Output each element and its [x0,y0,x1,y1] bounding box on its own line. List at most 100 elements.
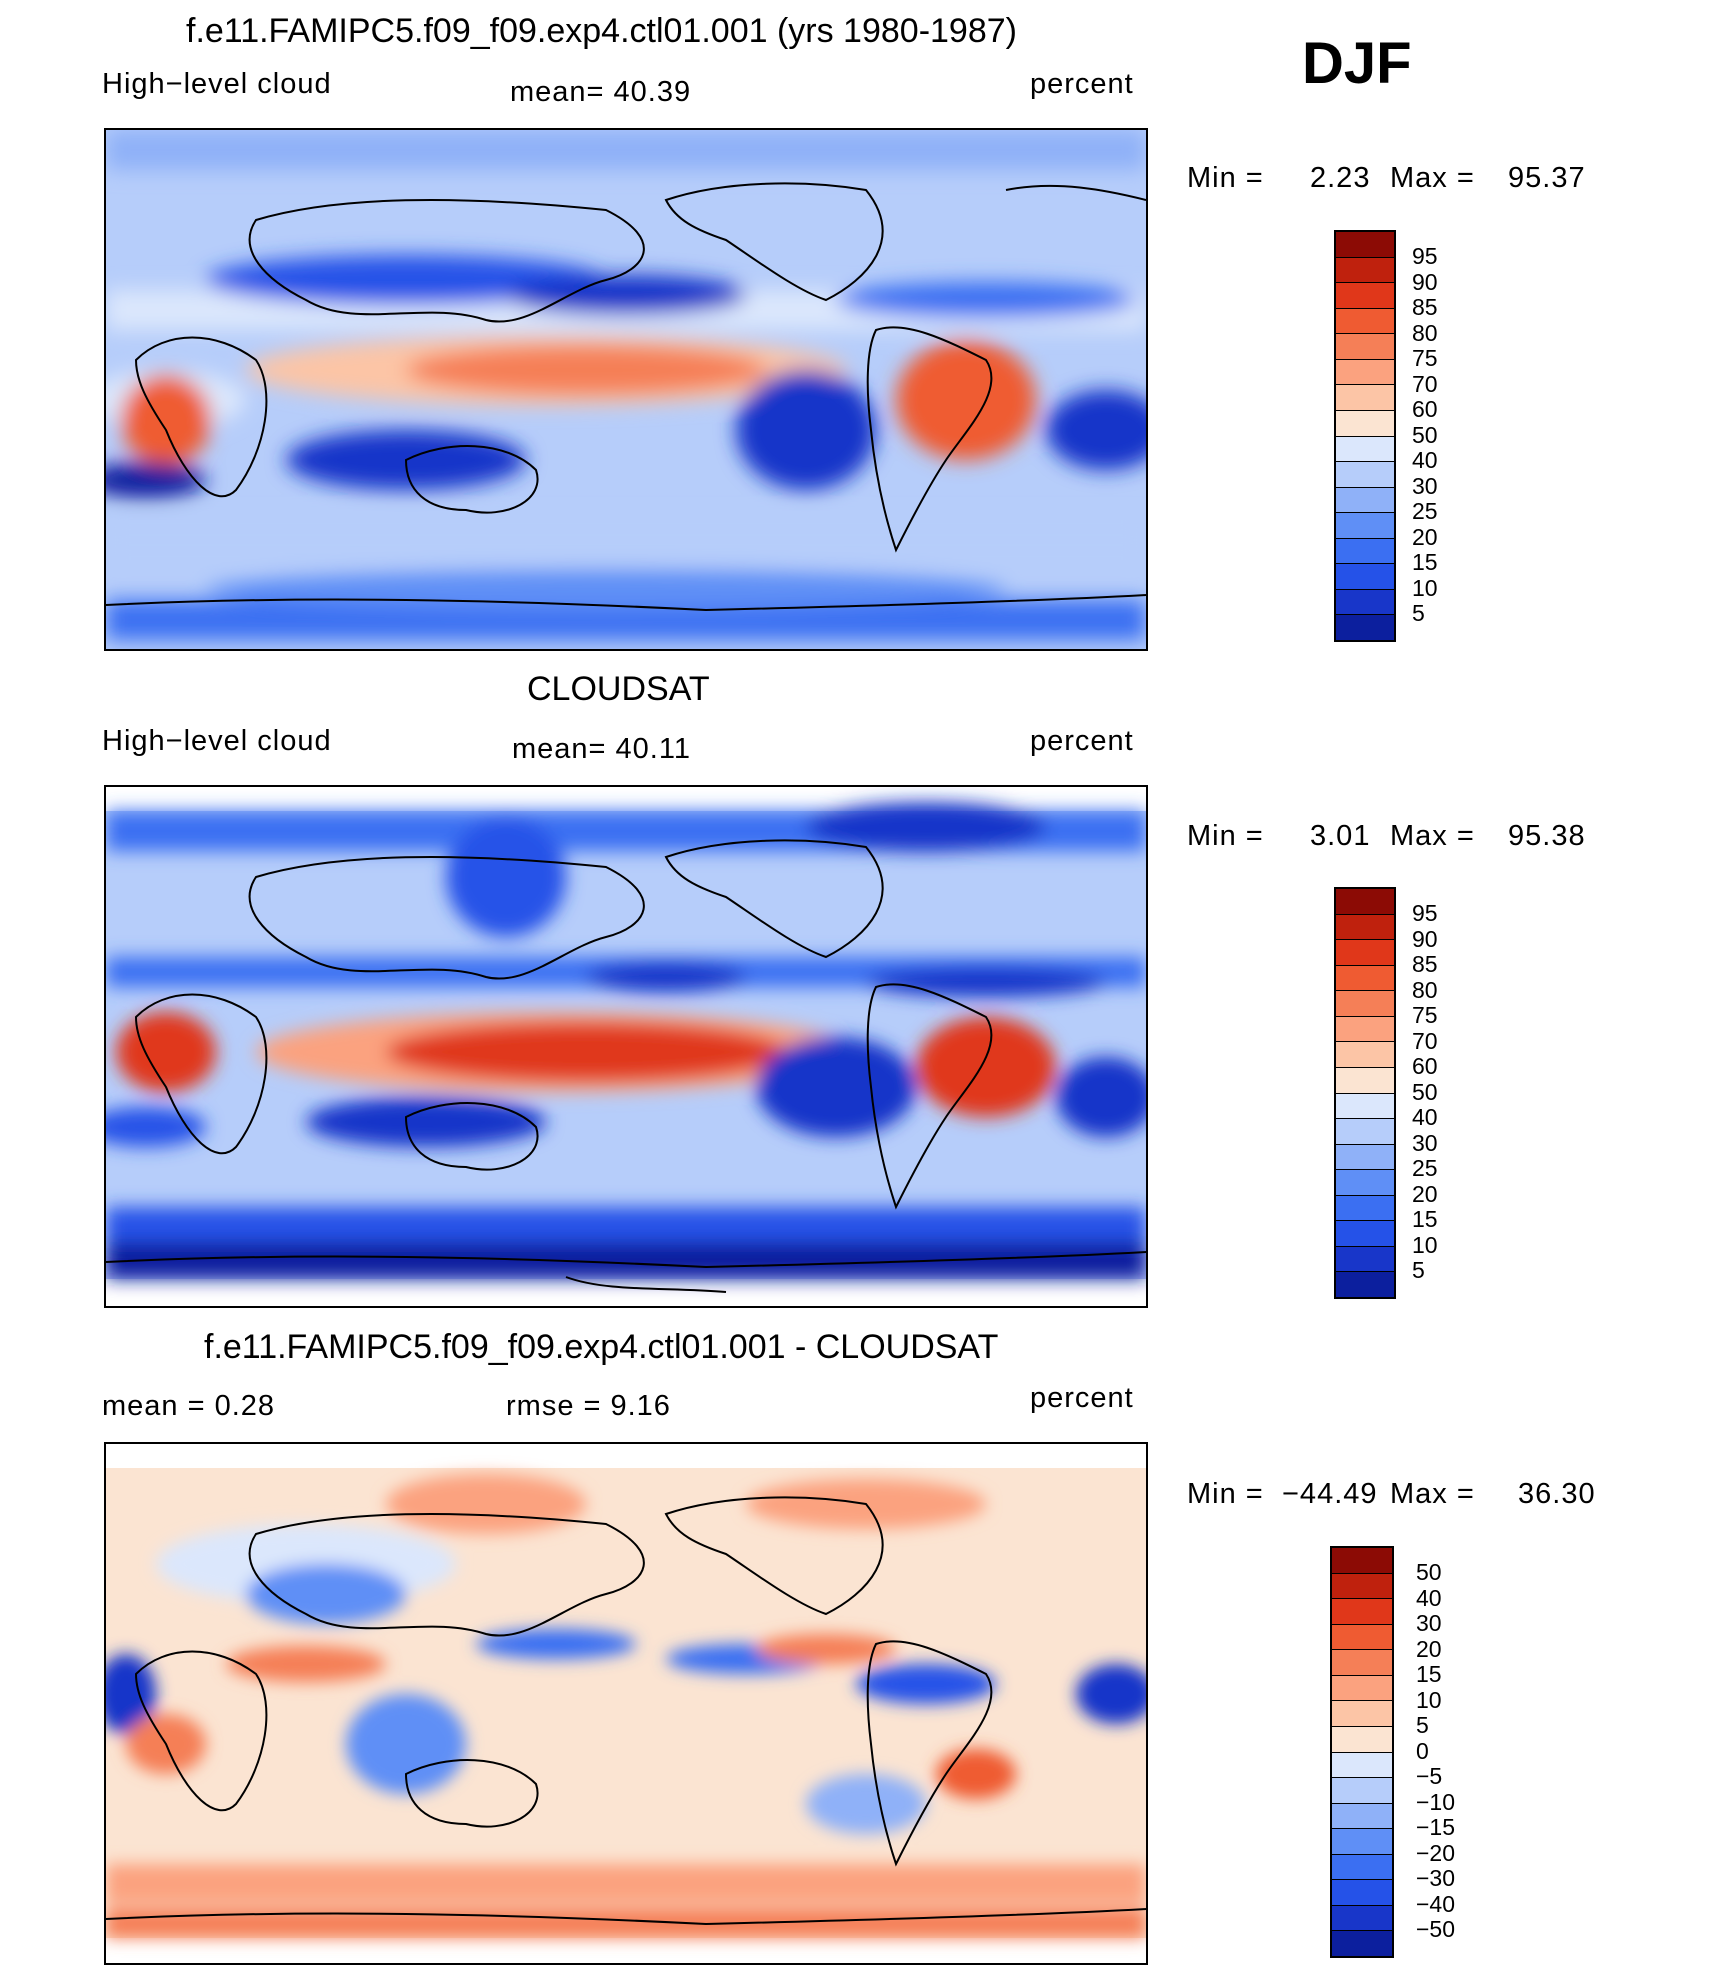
panel-2-tick: 95 [1412,900,1438,926]
panel-2-max-label: Max = [1390,820,1475,852]
panel-2-swatch [1336,1194,1394,1221]
panel-3-map [104,1442,1148,1965]
panel-3-swatch [1332,1777,1392,1803]
panel-2-swatch [1336,1092,1394,1119]
panel-1-tick: 5 [1412,600,1425,626]
panel-3-tick: 30 [1416,1610,1442,1636]
panel-1-swatch [1336,588,1394,615]
panel-3-max-label: Max = [1390,1478,1475,1510]
panel-3-min-value: −44.49 [1282,1478,1378,1510]
panel-1-swatch [1336,256,1394,283]
panel-1-swatch [1336,435,1394,462]
panel-2-tick: 60 [1412,1053,1438,1079]
panel-1-tick: 70 [1412,371,1438,397]
panel-2-swatch [1336,964,1394,991]
panel-3-tick: 5 [1416,1712,1429,1738]
panel-3-tick: 20 [1416,1636,1442,1662]
panel-2-tick: 25 [1412,1155,1438,1181]
panel-2-tick: 70 [1412,1028,1438,1054]
panel-3-mean-label: mean = 0.28 [102,1390,276,1422]
panel-3-swatch [1332,1930,1392,1956]
panel-3-swatch [1332,1904,1392,1931]
panel-1-swatch [1336,563,1394,589]
panel-3-max-value: 36.30 [1518,1478,1596,1510]
panel-2-tick: 5 [1412,1257,1425,1283]
panel-3-swatch [1332,1623,1392,1650]
panel-1-min-label: Min = [1187,162,1264,194]
panel-1-tick: 40 [1412,447,1438,473]
panel-3-swatch [1332,1598,1392,1624]
panel-2-max-value: 95.38 [1508,820,1586,852]
panel-2-swatch [1336,1118,1394,1144]
panel-2-mean-label: mean= 40.11 [512,733,691,765]
panel-1-swatch [1336,282,1394,308]
panel-1-title: f.e11.FAMIPC5.f09_f09.exp4.ctl01.001 (yr… [186,12,1017,50]
panel-1-tick: 20 [1412,524,1438,550]
panel-3-swatch [1332,1572,1392,1599]
panel-1-swatch [1336,384,1394,410]
panel-2-tick: 85 [1412,951,1438,977]
season-label: DJF [1302,31,1412,96]
panel-3-tick: 40 [1416,1585,1442,1611]
panel-3-rmse-label: rmse = 9.16 [506,1390,671,1422]
panel-2-tick: 40 [1412,1104,1438,1130]
panel-2-swatch [1336,1041,1394,1067]
panel-2-min-value: 3.01 [1310,820,1371,852]
panel-2-tick: 10 [1412,1232,1438,1258]
panel-3-swatch [1332,1828,1392,1854]
panel-3-swatch [1332,1751,1392,1778]
panel-1-min-value: 2.23 [1310,162,1371,194]
panel-2-swatch [1336,1220,1394,1246]
panel-3-swatch [1332,1674,1392,1701]
panel-1-swatch [1336,358,1394,385]
panel-1-mean-label: mean= 40.39 [510,76,692,108]
panel-3-tick: 10 [1416,1687,1442,1713]
panel-1-map-field [106,130,1146,649]
panel-2-map [104,785,1148,1308]
panel-1-tick: 25 [1412,498,1438,524]
panel-1-units-label: percent [1030,68,1134,100]
panel-1-tick: 15 [1412,549,1438,575]
panel-1-max-label: Max = [1390,162,1475,194]
panel-3-coastlines [106,1496,1146,1926]
panel-1-variable-label: High−level cloud [102,68,332,100]
panel-1-swatch [1336,512,1394,538]
panel-2-swatch [1336,990,1394,1016]
panel-2-tick: 15 [1412,1206,1438,1232]
panel-3-tick: −30 [1416,1865,1456,1891]
panel-3-swatch [1332,1700,1392,1726]
panel-2-swatch [1336,1066,1394,1093]
panel-1-tick: 80 [1412,320,1438,346]
panel-2-coastlines [106,839,1146,1293]
panel-2-swatch [1336,1015,1394,1042]
panel-1-tick: 50 [1412,422,1438,448]
panel-2-swatch [1336,1271,1394,1297]
panel-1-tick: 75 [1412,345,1438,371]
panel-3-swatch [1332,1879,1392,1905]
panel-3-tick: −40 [1416,1891,1456,1917]
panel-1-map [104,128,1148,651]
panel-3-tick: −50 [1416,1916,1456,1942]
panel-3-tick: −5 [1416,1763,1443,1789]
panel-3-tick: −15 [1416,1814,1456,1840]
panel-3-tick: −10 [1416,1789,1456,1815]
panel-1-tick: 95 [1412,243,1438,269]
panel-3-tick: 15 [1416,1661,1442,1687]
panel-2-swatch [1336,1169,1394,1195]
panel-1-swatch [1336,461,1394,487]
panel-3-units-label: percent [1030,1382,1134,1414]
panel-1-tick: 30 [1412,473,1438,499]
panel-2-swatch [1336,913,1394,940]
panel-2-tick: 90 [1412,926,1438,952]
panel-2-tick: 30 [1412,1130,1438,1156]
panel-3-tick: 0 [1416,1738,1429,1764]
panel-2-swatch [1336,939,1394,965]
panel-1-tick: 90 [1412,269,1438,295]
panel-2-units-label: percent [1030,725,1134,757]
panel-3-swatch [1332,1548,1392,1573]
panel-2-swatch [1336,1143,1394,1170]
panel-3-swatch [1332,1725,1392,1752]
panel-3-title: f.e11.FAMIPC5.f09_f09.exp4.ctl01.001 - C… [204,1328,999,1366]
panel-1-max-value: 95.37 [1508,162,1586,194]
panel-2-tick: 20 [1412,1181,1438,1207]
